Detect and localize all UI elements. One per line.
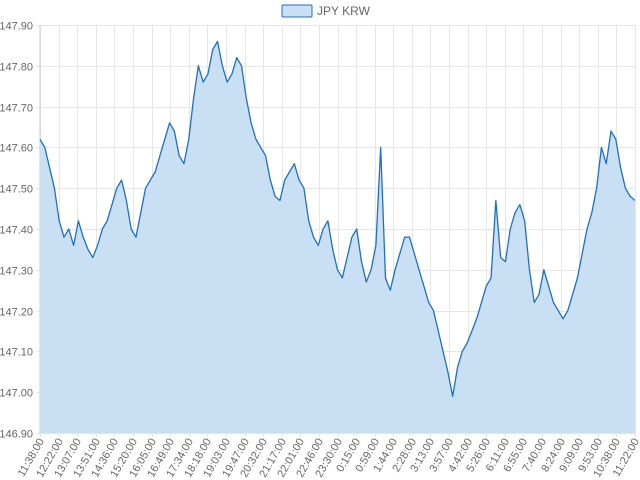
y-tick-label: 147.10	[0, 347, 33, 359]
x-axis-ticks: 11:38:0012:22:0013:07:0013:51:0014:36:00…	[16, 437, 640, 480]
legend-label: JPY KRW	[317, 4, 371, 18]
y-tick-label: 147.90	[0, 21, 33, 33]
y-tick-label: 147.70	[0, 103, 33, 115]
series-line[interactable]	[39, 40, 636, 397]
y-tick-label: 147.30	[0, 266, 33, 278]
area-series	[39, 40, 636, 433]
y-tick-label: 147.50	[0, 184, 33, 196]
y-tick-label: 147.60	[0, 143, 33, 155]
y-tick-label: 147.40	[0, 225, 33, 237]
y-tick-label: 147.00	[0, 388, 33, 400]
legend-swatch	[281, 4, 313, 18]
y-tick-label: 147.80	[0, 62, 33, 74]
y-axis-ticks: 146.90 147.00 147.10 147.20 147.30 147.40 147.…	[0, 21, 33, 441]
y-tick-label: 146.90	[0, 429, 33, 441]
chart-legend[interactable]: JPY KRW	[281, 4, 371, 18]
y-tick-label: 147.20	[0, 307, 33, 319]
series-area-fill	[40, 41, 635, 433]
